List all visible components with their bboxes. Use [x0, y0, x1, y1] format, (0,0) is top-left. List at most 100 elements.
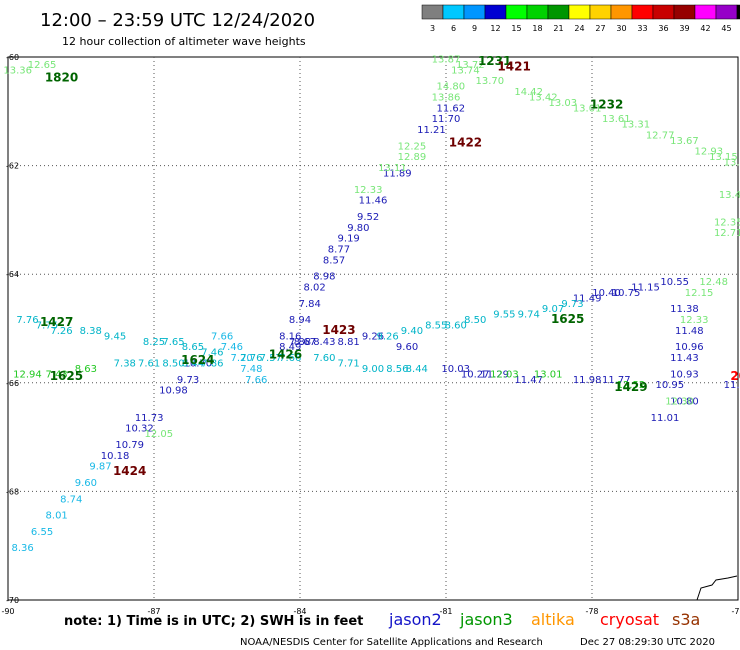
lon-label: -90 [1, 607, 14, 616]
scale-swatch [736, 4, 740, 20]
swh-value: 12.65 [28, 60, 57, 71]
swh-value: 8.02 [303, 282, 325, 293]
scale-swatch [463, 4, 486, 20]
swh-value: 10.32 [125, 424, 154, 435]
swh-value: 7.66 [211, 331, 233, 342]
swh-value: 7.46 [221, 342, 243, 353]
swh-value: 7.75 [36, 321, 58, 332]
lon-label: -78 [585, 607, 598, 616]
swh-value: 10.80 [670, 397, 699, 408]
scale-label: 33 [637, 24, 647, 33]
swh-value: 8.01 [46, 511, 68, 522]
swh-value: 7.20 [230, 353, 252, 364]
lat-label: -66 [6, 379, 19, 388]
swh-value: 9.26 [362, 331, 384, 342]
swh-value: 11.98 [573, 375, 602, 386]
lon-label: -75 [731, 607, 740, 616]
scale-label: 21 [553, 24, 563, 33]
swh-value: 9.52 [357, 212, 379, 223]
swh-value: 7.71 [338, 359, 360, 370]
satellite-legend: jason2 jason3 altika cryosat s3a [388, 610, 700, 629]
swh-value: 13.48 [719, 190, 740, 201]
swh-value: 12.33 [680, 315, 709, 326]
swh-value: 9.45 [104, 331, 126, 342]
swh-value: 10.79 [115, 440, 144, 451]
swh-value: 13.31 [621, 120, 650, 131]
scale-swatch [589, 4, 612, 20]
swh-value: 13.72 [456, 60, 485, 71]
swh-value: 13.32 [724, 158, 740, 169]
swh-value: 12.52 [617, 380, 646, 391]
swh-value: 12.48 [699, 277, 728, 288]
scale-label: 42 [700, 24, 710, 33]
satellite-altika: altika [531, 610, 575, 629]
pass-time-label: 1427 [40, 315, 73, 329]
swh-value: 7.88 [289, 337, 311, 348]
scale-swatch [673, 4, 696, 20]
swh-value: 8.38 [80, 326, 102, 337]
swh-value: 7.43 [46, 369, 68, 380]
swh-value: 10.93 [670, 369, 699, 380]
graticule-grid [8, 57, 738, 600]
swh-value: 7.60 [313, 353, 335, 364]
pass-time-label: 1820 [45, 70, 78, 84]
swh-value: 11.01 [651, 413, 680, 424]
units-note: note: 1) Time is in UTC; 2) SWH is in fe… [64, 614, 363, 629]
swh-value: 9.73 [177, 375, 199, 386]
pass-time-label: 1421 [497, 60, 530, 74]
timestamp-text: Dec 27 08:29:30 UTC 2020 [580, 637, 715, 648]
swh-value: 7.76 [16, 315, 38, 326]
scale-label: 12 [490, 24, 500, 33]
scale-swatch [421, 4, 444, 20]
swh-value: 7.86 [201, 359, 223, 370]
swh-value: 11.38 [670, 304, 699, 315]
scale-label: 39 [679, 24, 689, 33]
swh-value: 12.71 [714, 228, 740, 239]
swh-value: 8.36 [11, 543, 33, 554]
swh-value: 12.05 [145, 429, 174, 440]
lat-label: -62 [6, 162, 19, 171]
swh-value: 9.40 [401, 326, 423, 337]
swh-value: 8.16 [279, 331, 301, 342]
pass-time-label: 204 [730, 369, 740, 383]
swh-value: 8.60 [445, 321, 467, 332]
swh-value: 13.87 [432, 54, 461, 65]
swh-value: 13.74 [451, 65, 480, 76]
swh-value: 10.95 [656, 380, 685, 391]
satellite-jason2: jason2 [388, 610, 442, 629]
scale-swatch [715, 4, 738, 20]
swh-value: 11.29 [480, 369, 509, 380]
swh-value: 7.65 [162, 337, 184, 348]
pass-time-label: 1232 [590, 98, 623, 112]
pass-time-label: 1422 [449, 136, 482, 150]
map-title: 12:00 – 23:59 UTC 12/24/2020 [40, 10, 315, 31]
lat-label: -68 [6, 487, 19, 496]
swh-value: 8.65 [182, 342, 204, 353]
pass-time-label: 1424 [113, 464, 146, 478]
satellite-cryosat: cryosat [600, 610, 659, 629]
scale-label: 36 [658, 24, 668, 33]
swh-value: 11.47 [514, 375, 543, 386]
swh-value: 13.42 [529, 92, 558, 103]
swh-value: 8.77 [328, 244, 350, 255]
swh-value: 13.15 [709, 152, 738, 163]
swh-value: 8.57 [323, 255, 345, 266]
swh-value: 11.15 [631, 282, 660, 293]
swh-value: 13.11 [378, 163, 407, 174]
scale-label: 6 [451, 24, 456, 33]
swh-value: 13.70 [475, 76, 504, 87]
swh-value: 10.98 [159, 386, 188, 397]
swh-value: 12.33 [354, 185, 383, 196]
scale-swatch [547, 4, 570, 20]
swh-value: 9.00 [362, 364, 384, 375]
swh-value: 13.03 [548, 98, 577, 109]
swh-value: 10.18 [101, 451, 130, 462]
swh-value: 11.70 [432, 114, 461, 125]
scale-label: 30 [616, 24, 626, 33]
pass-time-label: 1423 [322, 323, 355, 337]
swh-value: 9.87 [89, 462, 111, 473]
swh-value: 9.74 [518, 310, 540, 321]
swh-value: 12.94 [13, 369, 42, 380]
pass-time-label: 1625 [50, 369, 83, 383]
lat-label: -64 [6, 270, 19, 279]
